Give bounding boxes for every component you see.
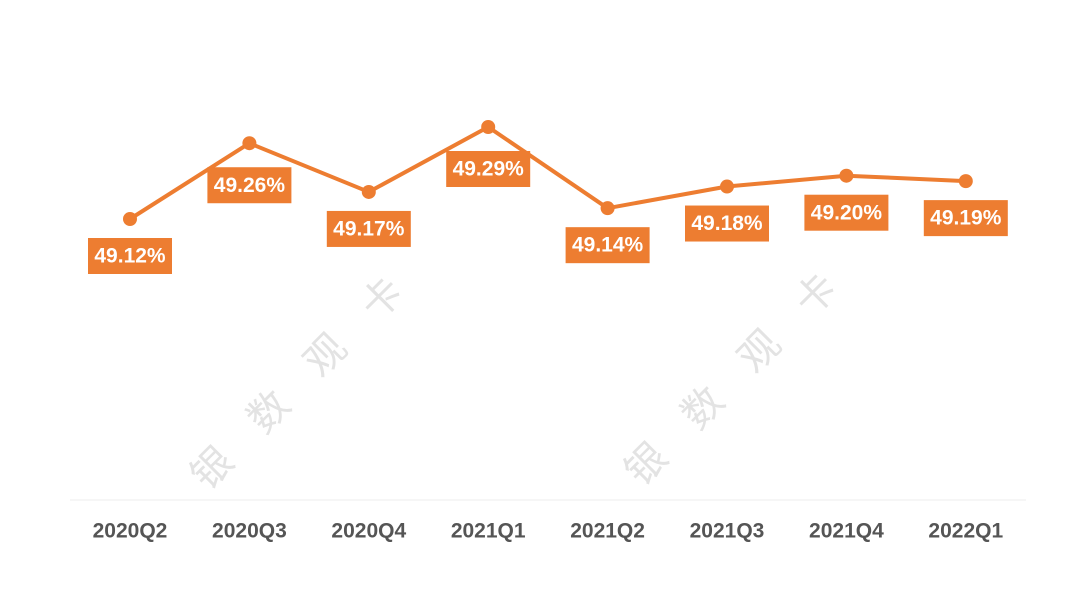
data-label-box bbox=[923, 200, 1008, 237]
series-line bbox=[128, 125, 966, 221]
x-tick-2021Q3: 2021Q3 bbox=[690, 520, 765, 543]
data-label-text: 49.18% bbox=[691, 212, 763, 235]
x-tick-2022Q1: 2022Q1 bbox=[928, 520, 1003, 543]
x-tick-2021Q1: 2021Q1 bbox=[451, 520, 526, 543]
watermark-char: 数 bbox=[673, 378, 734, 439]
data-label-2021Q2: 49.14% bbox=[565, 227, 650, 264]
data-point-2021Q4 bbox=[839, 168, 854, 183]
data-label-2020Q4: 49.17% bbox=[326, 210, 411, 247]
data-label-2022Q1: 49.19% bbox=[923, 200, 1008, 237]
watermark-char: 银 bbox=[182, 438, 243, 499]
data-point-2021Q2 bbox=[600, 201, 615, 216]
data-labels: 49.12% 49.26% 49.17% 49.29% 49.14% 49.18% 49.2… bbox=[88, 151, 1008, 274]
watermark-char: 观 bbox=[295, 325, 356, 386]
data-label-box bbox=[446, 151, 531, 187]
data-label-2020Q3: 49.26% bbox=[207, 167, 292, 204]
data-label-2020Q2: 49.12% bbox=[88, 238, 172, 274]
data-label-box bbox=[88, 238, 172, 274]
data-label-text: 49.29% bbox=[453, 158, 525, 181]
x-tick-2020Q3: 2020Q3 bbox=[212, 520, 287, 543]
watermark-char: 数 bbox=[239, 382, 300, 443]
data-label-text: 49.26% bbox=[214, 174, 286, 197]
data-label-box bbox=[207, 167, 292, 204]
data-label-box bbox=[685, 205, 769, 242]
data-point-2021Q3 bbox=[720, 179, 734, 194]
data-label-box bbox=[804, 194, 889, 231]
data-label-2021Q4: 49.20% bbox=[804, 194, 889, 231]
data-label-2021Q3: 49.18% bbox=[685, 205, 769, 242]
watermark-char: 银 bbox=[616, 434, 677, 495]
watermark-char: 观 bbox=[729, 321, 790, 382]
data-label-2021Q1: 49.29% bbox=[446, 151, 531, 187]
x-tick-2021Q2: 2021Q2 bbox=[570, 520, 645, 543]
data-points bbox=[123, 120, 973, 226]
data-point-2020Q2 bbox=[123, 212, 137, 226]
data-point-2020Q3 bbox=[242, 136, 257, 151]
x-tick-2021Q4: 2021Q4 bbox=[809, 520, 884, 543]
data-label-box bbox=[326, 210, 411, 247]
data-label-box bbox=[565, 227, 650, 264]
data-label-text: 49.12% bbox=[94, 245, 166, 268]
watermark-char: 卡 bbox=[352, 268, 413, 329]
data-label-text: 49.17% bbox=[333, 217, 405, 240]
data-point-2021Q1 bbox=[481, 120, 496, 134]
data-label-text: 49.20% bbox=[811, 201, 883, 224]
data-label-text: 49.14% bbox=[572, 234, 644, 257]
data-point-2022Q1 bbox=[958, 174, 973, 189]
x-tick-2020Q2: 2020Q2 bbox=[93, 520, 168, 543]
watermark-char: 卡 bbox=[786, 264, 847, 325]
data-point-2020Q4 bbox=[361, 184, 376, 199]
x-axis-tick-labels: 2020Q2 2020Q3 2020Q4 2021Q1 2021Q2 2021Q3 2021… bbox=[93, 520, 1004, 543]
data-label-text: 49.19% bbox=[930, 207, 1002, 230]
x-tick-2020Q4: 2020Q4 bbox=[331, 520, 406, 543]
